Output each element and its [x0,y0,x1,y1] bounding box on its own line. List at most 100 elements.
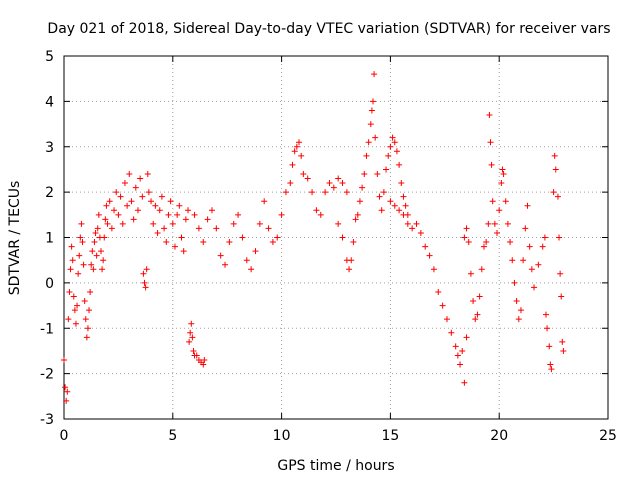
data-point [372,134,379,141]
x-tick-label: 0 [60,428,69,444]
data-point [435,288,442,295]
data-point [100,257,107,264]
data-point [119,220,126,227]
data-points [61,71,567,404]
data-point [230,220,237,227]
data-point [163,239,170,246]
y-tick-label: 4 [45,94,54,110]
data-point [443,316,450,323]
data-point [556,234,563,241]
data-point [97,248,104,255]
data-point [161,225,168,232]
data-point [470,298,477,305]
data-point [352,216,359,223]
data-point [156,207,163,214]
data-point [186,338,193,345]
data-point [363,152,370,159]
data-point [143,266,150,273]
data-point [154,229,161,236]
data-point [74,302,81,309]
data-point [452,343,459,350]
data-point [140,270,147,277]
data-point [152,202,159,209]
data-point [326,180,333,187]
data-point [274,234,281,241]
data-point [480,243,487,250]
data-point [459,347,466,354]
data-point [498,180,505,187]
data-point [167,198,174,205]
data-point [413,220,420,227]
y-tick-label: 0 [45,276,54,292]
data-point [335,175,342,182]
data-point [261,198,268,205]
data-point [158,193,165,200]
data-point [402,202,409,209]
data-point [539,243,546,250]
data-point [83,334,90,341]
data-point [145,189,152,196]
data-point [82,316,89,323]
data-point [552,166,559,173]
data-point [454,352,461,359]
data-point [398,180,405,187]
plot-frame [63,55,609,420]
data-point [62,384,69,391]
data-point [531,284,538,291]
data-point [548,366,555,373]
data-point [554,193,561,200]
data-point [354,211,361,218]
data-point [102,216,109,223]
data-point [61,357,67,364]
data-point [356,198,363,205]
data-point [404,220,411,227]
y-tick-label: 2 [45,185,54,201]
data-point [289,161,296,168]
data-point [367,121,374,128]
data-point [396,207,403,214]
data-point [124,202,131,209]
data-point [486,111,493,118]
grid-layer [64,56,608,419]
data-point [95,211,102,218]
data-point [491,220,498,227]
data-point [515,316,522,323]
data-point [137,175,144,182]
data-point [248,266,255,273]
data-point [243,257,250,264]
data-point [483,239,490,246]
data-point [374,170,381,177]
data-point [141,279,148,286]
data-point [108,225,115,232]
data-point [509,257,516,264]
data-point [496,207,503,214]
y-tick-label: 3 [45,140,54,156]
data-point [488,161,495,168]
data-point [165,211,172,218]
data-point [193,352,200,359]
data-point [99,266,106,273]
data-point [551,152,558,159]
data-point [265,225,272,232]
data-point [550,189,557,196]
data-point [296,139,303,146]
data-point [389,134,396,141]
x-tick-label: 10 [273,428,291,444]
axes-layer: 0 5 10 15 20 25 -3 -2 -1 0 1 2 3 4 5 [40,49,617,444]
data-point [369,98,376,105]
data-point [517,307,524,314]
x-tick-label: 5 [168,428,177,444]
data-point [350,239,357,246]
data-point [391,139,398,146]
data-point [142,284,149,291]
data-point [90,266,97,273]
data-point [304,175,311,182]
data-point [487,139,494,146]
x-axis-label: GPS time / hours [277,458,394,474]
data-point [346,266,353,273]
data-point [348,257,355,264]
data-point [461,379,468,386]
data-point [559,338,566,345]
data-point [520,257,527,264]
